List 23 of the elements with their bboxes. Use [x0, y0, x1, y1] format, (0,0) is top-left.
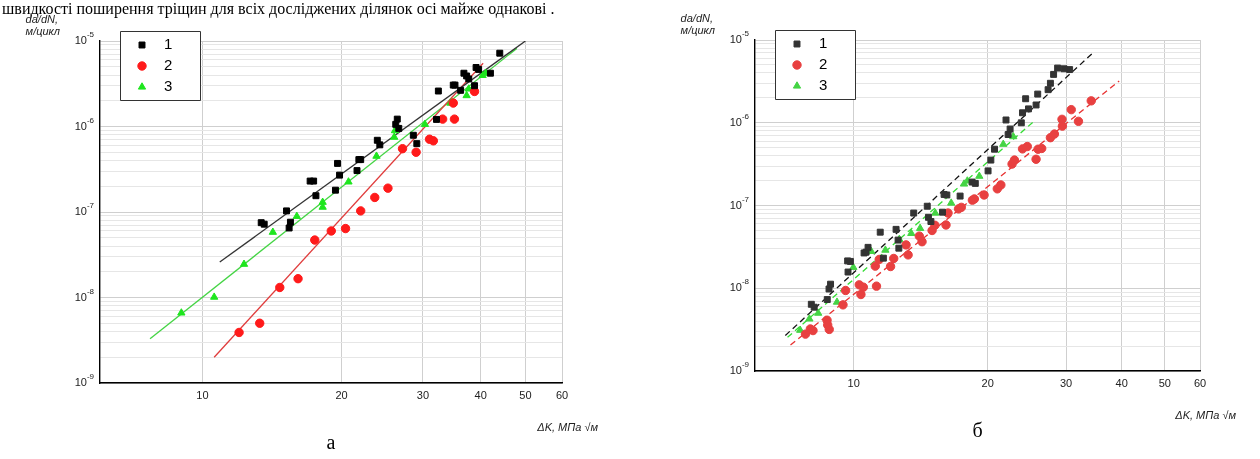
legend-label: 3 — [164, 77, 173, 95]
x-tick-label: 10 — [847, 376, 860, 389]
x-tick-label: 30 — [1059, 376, 1073, 389]
x-tick-label: 10 — [196, 388, 209, 401]
x-tick-label: 60 — [1193, 376, 1207, 389]
x-tick-label: 40 — [1115, 376, 1128, 389]
text: б — [972, 419, 983, 441]
x-tick-label: 30 — [416, 388, 430, 401]
text: а — [326, 431, 336, 453]
legend-label: 3 — [819, 76, 828, 94]
x-tick-label: 50 — [1158, 376, 1171, 389]
legend-label: 1 — [819, 34, 828, 52]
x-axis-title: ΔK, МПа √м — [1174, 409, 1237, 421]
x-tick-label: 20 — [981, 376, 994, 389]
legend-label: 1 — [164, 35, 173, 53]
legend-label: 2 — [164, 56, 173, 74]
x-axis-title: ΔK, МПа √м — [536, 421, 599, 433]
legend-label: 2 — [819, 55, 828, 73]
x-tick-label: 60 — [555, 388, 569, 401]
x-tick-label: 50 — [519, 388, 532, 401]
y-axis-title: da/dN, м/цикл — [680, 12, 715, 36]
x-tick-label: 20 — [335, 388, 348, 401]
x-tick-label: 40 — [474, 388, 487, 401]
